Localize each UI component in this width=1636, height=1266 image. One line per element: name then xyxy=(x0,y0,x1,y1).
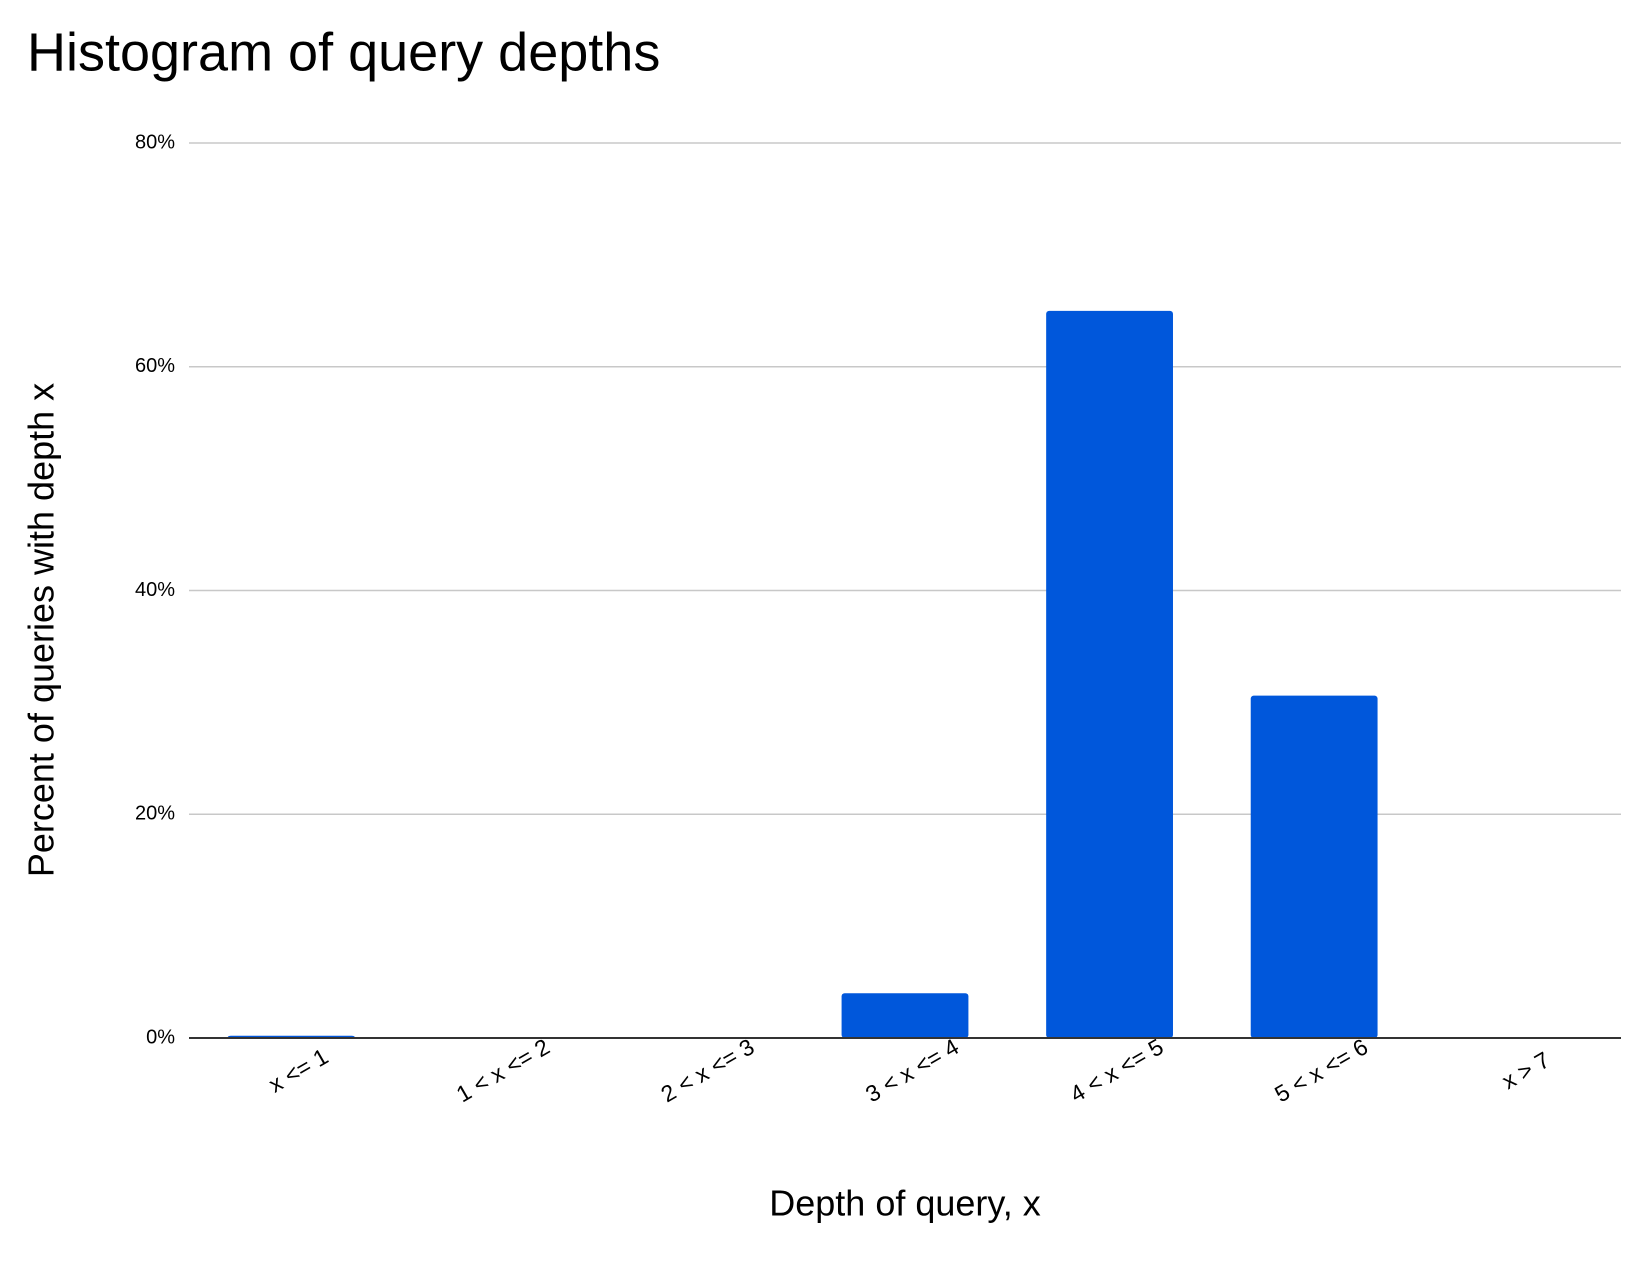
x-tick-label: 5 < x <= 6 xyxy=(1270,1033,1372,1107)
y-tick-label: 80% xyxy=(135,131,175,153)
y-tick-label: 60% xyxy=(135,355,175,377)
bar xyxy=(1046,310,1173,1038)
bar xyxy=(1250,695,1378,1038)
y-tick-label: 20% xyxy=(135,803,175,825)
x-tick-label: 1 < x <= 2 xyxy=(452,1033,554,1107)
x-tick-label: x > 7 xyxy=(1497,1046,1554,1094)
y-tick-label: 40% xyxy=(135,579,175,601)
x-axis-label: Depth of query, x xyxy=(769,1183,1040,1224)
y-axis-label: Percent of queries with depth x xyxy=(21,383,62,877)
x-tick-label: 4 < x <= 5 xyxy=(1066,1033,1168,1107)
x-tick-label: x <= 1 xyxy=(264,1043,332,1097)
bar xyxy=(841,993,969,1038)
x-tick-label: 2 < x <= 3 xyxy=(656,1033,758,1107)
x-tick-label: 3 < x <= 4 xyxy=(861,1033,963,1107)
y-tick-label: 0% xyxy=(146,1026,175,1048)
chart-title: Histogram of query depths xyxy=(27,22,660,82)
